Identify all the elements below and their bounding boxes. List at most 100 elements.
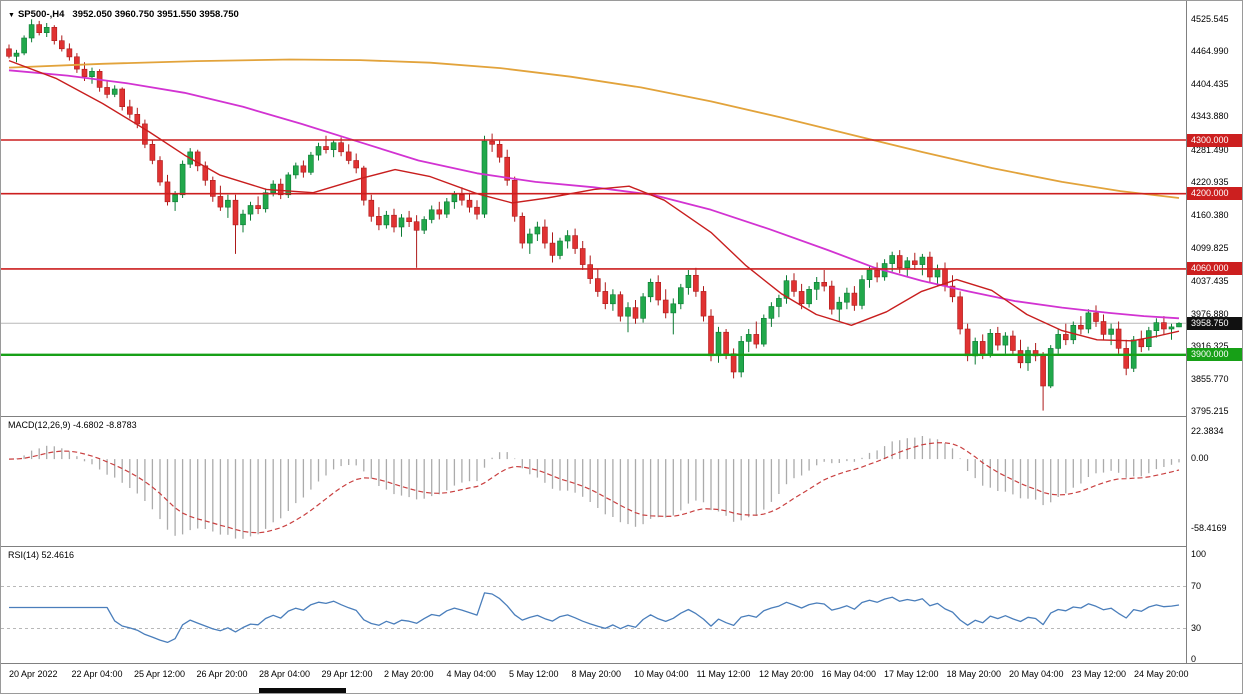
candle (413, 215, 420, 268)
candle (28, 19, 35, 43)
rsi-panel[interactable] (1, 546, 1242, 663)
time-label: 24 May 20:00 (1134, 669, 1189, 679)
candle (851, 286, 858, 311)
rsi-tick-label: 0 (1191, 654, 1197, 664)
candle (602, 282, 609, 310)
time-label: 28 Apr 04:00 (259, 669, 311, 679)
time-label: 26 Apr 20:00 (196, 669, 248, 679)
rsi-canvas[interactable] (1, 547, 1186, 663)
candle (1025, 346, 1031, 371)
candle (1138, 330, 1145, 353)
candle (1176, 322, 1182, 328)
candle (526, 228, 533, 254)
macd-canvas[interactable] (1, 417, 1186, 546)
candle (315, 142, 322, 161)
candle (504, 149, 511, 186)
candle (58, 35, 65, 52)
candle (708, 309, 714, 362)
main-chart-panel[interactable]: ▼ SP500-,H4 3952.050 3960.750 3951.550 395… (1, 1, 1242, 416)
price-tick-label: 4281.490 (1191, 144, 1229, 155)
candle (911, 252, 918, 270)
candle (919, 253, 926, 276)
time-label: 4 May 04:00 (446, 669, 497, 679)
candle (292, 162, 299, 179)
hline-price-badge[interactable]: 3900.000 (1187, 348, 1242, 362)
candle (323, 135, 329, 154)
candle (511, 176, 518, 222)
axis-separator (1186, 1, 1187, 663)
current-price-badge: 3958.750 (1187, 316, 1242, 330)
candle (564, 230, 571, 249)
macd-histogram (15, 436, 1180, 539)
candle (1063, 323, 1069, 346)
candle (277, 178, 284, 200)
time-label: 18 May 20:00 (946, 669, 1002, 679)
ma-fast-red (8, 59, 1180, 342)
candle (859, 275, 865, 310)
candle (768, 302, 775, 327)
candle (700, 286, 707, 322)
macd-name: MACD(12,26,9) (8, 420, 71, 430)
candle (632, 300, 639, 324)
time-label: 22 Apr 04:00 (71, 669, 123, 679)
candle (587, 255, 594, 284)
candle (1093, 305, 1099, 327)
candle (247, 201, 254, 221)
rsi-tick-label: 30 (1191, 622, 1202, 633)
chart-title: ▼ SP500-,H4 3952.050 3960.750 3951.550 395… (8, 9, 239, 20)
candle (300, 160, 307, 178)
candle (376, 207, 382, 231)
candle (202, 161, 209, 186)
candle (104, 81, 110, 99)
price-tick-label: 3855.770 (1191, 373, 1229, 384)
candle (74, 53, 80, 73)
candle (255, 196, 261, 215)
macd-tick-label: 0.00 (1191, 453, 1209, 464)
candle (421, 216, 428, 234)
candle (896, 250, 903, 274)
candle (368, 194, 375, 222)
main-chart-canvas[interactable] (1, 1, 1186, 416)
candle (66, 43, 73, 61)
candle (874, 262, 880, 283)
rsi-name: RSI(14) (8, 550, 40, 560)
taskbar-fragment (259, 688, 346, 693)
candle (927, 251, 933, 283)
candle (730, 348, 737, 379)
candle (572, 228, 578, 254)
candle (783, 275, 790, 304)
candle (828, 280, 835, 315)
price-axis[interactable]: 22.3834 0.00 -58.4169 100 70 30 0 4525.545 4464.… (1187, 1, 1242, 664)
symbol-timeframe-label: SP500-,H4 (17, 9, 65, 20)
hline-price-badge[interactable]: 4200.000 (1187, 187, 1242, 201)
candle (579, 241, 586, 270)
candle (670, 298, 677, 335)
candle (806, 286, 812, 308)
time-label: 5 May 12:00 (509, 669, 559, 679)
candle (677, 283, 684, 310)
rsi-tick-label: 100 (1191, 549, 1207, 559)
candle (127, 99, 133, 119)
macd-label: MACD(12,26,9) -4.6802 -8.8783 (8, 420, 137, 430)
hline-price-badge[interactable]: 4060.000 (1187, 262, 1242, 276)
time-axis[interactable]: 20 Apr 2022 22 Apr 04:00 25 Apr 12:00 26 Ap… (1, 663, 1242, 687)
time-label: 11 May 12:00 (696, 669, 751, 679)
macd-panel[interactable] (1, 416, 1242, 546)
price-tick-label: 4037.435 (1191, 276, 1229, 286)
time-label: 2 May 20:00 (384, 669, 434, 679)
price-tick-label: 3795.215 (1191, 406, 1229, 417)
candle (1047, 345, 1054, 389)
candle (647, 278, 654, 303)
candle (232, 194, 239, 254)
candle (217, 185, 224, 211)
candle (6, 44, 12, 59)
hline-price-badge[interactable]: 4300.000 (1187, 133, 1242, 147)
candle (519, 212, 526, 249)
candle (308, 151, 314, 175)
candle (1002, 332, 1009, 354)
candle (1055, 329, 1061, 354)
candle (111, 85, 118, 98)
candle (791, 273, 797, 297)
candle (474, 200, 480, 220)
candle (594, 268, 601, 297)
